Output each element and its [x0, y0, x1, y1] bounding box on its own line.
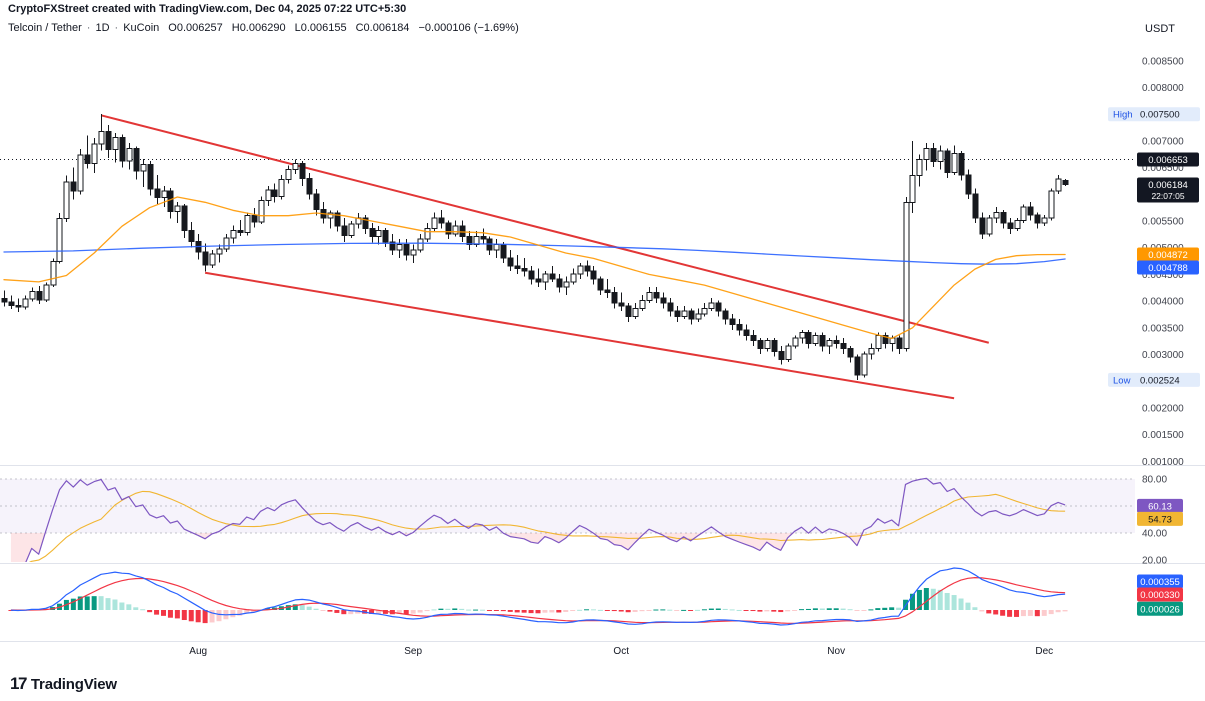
separator-dot: · — [114, 22, 119, 34]
attribution-text: CryptoFXStreet created with TradingView.… — [8, 3, 407, 15]
svg-text:0.007000: 0.007000 — [1142, 136, 1184, 147]
svg-text:Nov: Nov — [827, 646, 845, 657]
svg-text:Low: Low — [1113, 375, 1131, 386]
interval-label: 1D — [95, 22, 110, 34]
rsi-axis[interactable]: 80.00 40.00 20.00 — [1142, 475, 1167, 567]
svg-text:54.73: 54.73 — [1148, 514, 1172, 525]
tradingview-logo[interactable]: 17 TradingView — [10, 674, 117, 694]
last-price-badge — [1137, 177, 1199, 203]
level-price-badge — [1137, 152, 1199, 167]
macd-line[interactable] — [10, 567, 1066, 626]
pane-separators — [0, 465, 1205, 642]
symbol-header: Telcoin / Tether · 1D · KuCoin O0.006257… — [8, 22, 519, 34]
svg-text:0.006653: 0.006653 — [1148, 155, 1188, 166]
svg-text:High: High — [1113, 110, 1133, 121]
svg-text:0.002000: 0.002000 — [1142, 403, 1184, 414]
ohlc-open: O0.006257 — [168, 22, 223, 34]
svg-text:0.004788: 0.004788 — [1148, 263, 1188, 274]
tradingview-logo-text[interactable]: TradingView — [30, 675, 117, 693]
svg-text:0.001500: 0.001500 — [1142, 430, 1184, 441]
high-price-label — [1108, 107, 1200, 122]
svg-text:0.005500: 0.005500 — [1142, 216, 1184, 227]
ma-price-badge — [1137, 247, 1199, 262]
macd-pane[interactable] — [8, 567, 1068, 626]
time-axis[interactable]: Aug Sep Oct Nov Dec — [189, 646, 1053, 657]
svg-text:0.000355: 0.000355 — [1140, 577, 1180, 588]
svg-text:0.008500: 0.008500 — [1142, 56, 1184, 67]
rsi-line[interactable] — [11, 477, 1066, 587]
svg-text:0.001000: 0.001000 — [1142, 457, 1184, 468]
trendline-lower[interactable] — [204, 271, 955, 400]
ma-price-badge — [1137, 260, 1199, 275]
low-price-label — [1108, 372, 1200, 387]
slow-ma-line[interactable] — [3, 242, 1066, 265]
svg-text:0.007500: 0.007500 — [1140, 110, 1180, 121]
price-pane[interactable] — [0, 114, 1135, 400]
rsi-value-badge — [1137, 511, 1183, 526]
svg-text:Oct: Oct — [613, 646, 629, 657]
rsi-ma-line[interactable] — [18, 490, 1066, 564]
symbol-title: Telcoin / Tether — [8, 22, 82, 34]
svg-text:80.00: 80.00 — [1142, 475, 1167, 486]
svg-text:20.00: 20.00 — [1142, 556, 1167, 567]
svg-text:60.13: 60.13 — [1148, 501, 1172, 512]
tradingview-logo-icon[interactable]: 17 — [10, 674, 27, 693]
candles-layer — [1, 114, 1069, 380]
svg-text:0.002524: 0.002524 — [1140, 375, 1180, 386]
svg-text:0.004500: 0.004500 — [1142, 270, 1184, 281]
svg-text:22:07:05: 22:07:05 — [1151, 191, 1184, 201]
price-axis[interactable]: 0.008500 0.008000 0.007000 0.006500 0.005500… — [1142, 56, 1184, 467]
svg-text:0.000026: 0.000026 — [1140, 604, 1180, 615]
quote-currency-label: USDT — [1145, 23, 1175, 35]
fast-ma-line[interactable] — [3, 196, 1066, 340]
rsi-value-badge — [1137, 498, 1183, 513]
svg-text:0.006184: 0.006184 — [1148, 180, 1188, 191]
ohlc-low: L0.006155 — [294, 22, 347, 34]
svg-text:0.000330: 0.000330 — [1140, 590, 1180, 601]
svg-text:0.003000: 0.003000 — [1142, 350, 1184, 361]
svg-text:Aug: Aug — [189, 646, 207, 657]
ohlc-close: C0.006184 — [355, 22, 410, 34]
macd-value-badge — [1137, 574, 1183, 589]
svg-text:40.00: 40.00 — [1142, 529, 1167, 540]
exchange-label: KuCoin — [123, 22, 160, 34]
svg-text:0.003500: 0.003500 — [1142, 323, 1184, 334]
macd-signal-line[interactable] — [10, 577, 1066, 624]
svg-text:0.006500: 0.006500 — [1142, 163, 1184, 174]
change-value: −0.000106 (−1.69%) — [418, 22, 519, 34]
svg-text:Sep: Sep — [404, 646, 422, 657]
macd-value-badge — [1137, 601, 1183, 616]
rsi-oversold-fill — [10, 533, 1066, 562]
svg-text:0.008000: 0.008000 — [1142, 83, 1184, 94]
rsi-pane[interactable] — [0, 477, 1135, 587]
ohlc-high: H0.006290 — [231, 22, 286, 34]
separator-dot: · — [86, 22, 91, 34]
macd-value-badge — [1137, 587, 1183, 602]
svg-text:0.004872: 0.004872 — [1148, 250, 1188, 261]
svg-text:Dec: Dec — [1035, 646, 1053, 657]
trendline-upper[interactable] — [100, 114, 990, 344]
svg-text:0.004000: 0.004000 — [1142, 297, 1184, 308]
